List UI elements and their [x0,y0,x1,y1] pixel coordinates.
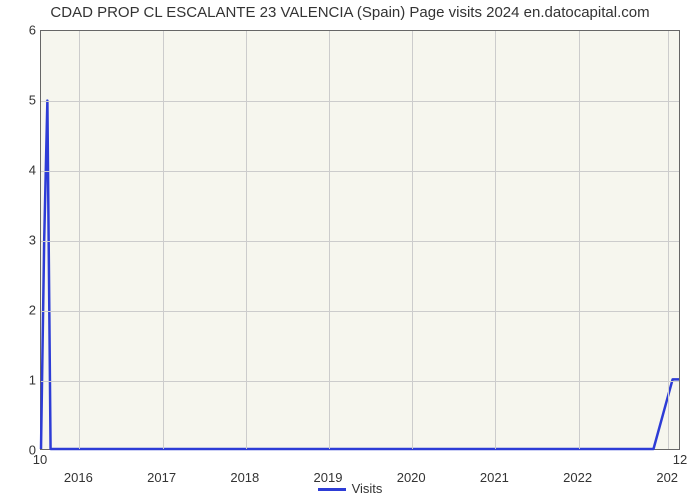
x-year-label: 2021 [480,470,509,485]
y-tick-label: 4 [6,163,36,178]
chart-container: CDAD PROP CL ESCALANTE 23 VALENCIA (Spai… [0,0,700,500]
x-year-label: 202 [656,470,678,485]
legend-swatch [318,488,346,491]
gridline-v [79,31,80,449]
x-year-label: 2019 [314,470,343,485]
gridline-v [246,31,247,449]
x-year-label: 2018 [230,470,259,485]
y-tick-label: 5 [6,93,36,108]
gridline-h [41,311,679,312]
plot-area [40,30,680,450]
x-tick-label: 10 [33,452,47,467]
y-tick-label: 3 [6,233,36,248]
x-year-label: 2022 [563,470,592,485]
legend-label: Visits [352,481,383,496]
gridline-h [41,381,679,382]
x-year-label: 2016 [64,470,93,485]
y-tick-label: 0 [6,443,36,458]
series-line [41,31,679,449]
gridline-v [329,31,330,449]
y-tick-label: 6 [6,23,36,38]
gridline-v [495,31,496,449]
legend: Visits [0,481,700,496]
y-tick-label: 1 [6,373,36,388]
gridline-v [163,31,164,449]
gridline-v [412,31,413,449]
y-tick-label: 2 [6,303,36,318]
gridline-h [41,101,679,102]
x-year-label: 2020 [397,470,426,485]
gridline-v [579,31,580,449]
gridline-h [41,171,679,172]
series-visits [41,101,679,449]
chart-title: CDAD PROP CL ESCALANTE 23 VALENCIA (Spai… [0,4,700,21]
x-year-label: 2017 [147,470,176,485]
gridline-v [668,31,669,449]
gridline-h [41,241,679,242]
x-tick-label: 12 [673,452,687,467]
